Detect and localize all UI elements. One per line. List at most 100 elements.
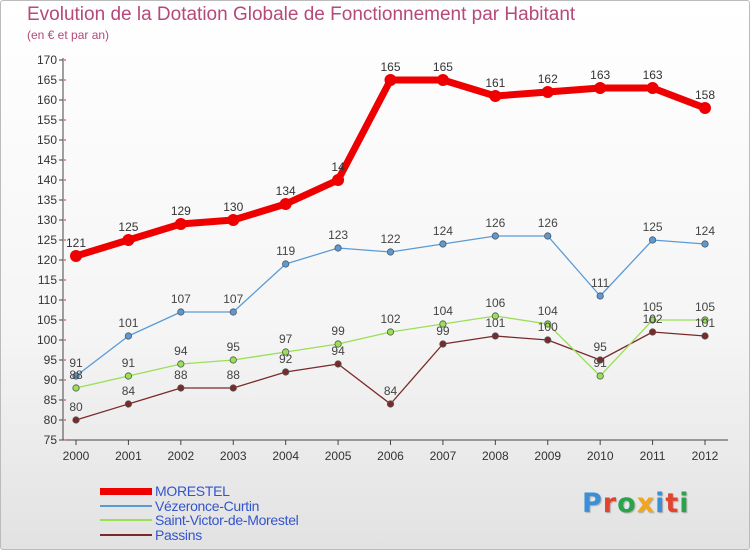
- logo-letter: i: [679, 488, 690, 519]
- series-0-point: [122, 234, 135, 246]
- series-0-point: [227, 214, 240, 226]
- series-1-point: [229, 308, 237, 316]
- series-2-point: [229, 356, 237, 364]
- series-3-point: [439, 340, 447, 348]
- series-0-point: [279, 198, 292, 210]
- x-tick-label: 2008: [482, 449, 509, 463]
- series-1-point: [72, 372, 80, 380]
- logo-letter: r: [602, 488, 618, 519]
- legend-label: Vézeronce-Curtin: [155, 497, 260, 514]
- legend-label: MORESTEL: [155, 483, 230, 500]
- series-2-point: [282, 348, 290, 356]
- series-0-data-label: 165: [433, 60, 453, 74]
- y-tick-label: 130: [37, 213, 57, 227]
- series-2-data-label: 104: [538, 304, 558, 318]
- y-tick-label: 140: [37, 173, 57, 187]
- series-1-data-label: 119: [276, 244, 295, 258]
- series-3-point: [648, 328, 657, 336]
- series-2-point: [72, 384, 80, 392]
- y-tick-label: 115: [38, 273, 57, 287]
- legend-item: Passins: [100, 527, 430, 543]
- series-2-point: [334, 340, 342, 348]
- series-2-data-label: 94: [174, 344, 188, 358]
- series-1-data-label: 111: [591, 276, 610, 290]
- series-0-data-label: 163: [643, 68, 663, 82]
- series-3-point: [124, 400, 133, 408]
- series-1-data-label: 91: [69, 356, 83, 370]
- series-0-point: [384, 74, 397, 86]
- series-line-0: [72, 76, 709, 260]
- series-2-point: [544, 320, 552, 328]
- series-3-data-label: 99: [436, 324, 450, 338]
- series-1-data-label: 126: [538, 216, 558, 230]
- series-3-data-label: 101: [695, 316, 715, 330]
- series-3-point: [177, 384, 185, 392]
- series-0-data-label: 129: [171, 204, 191, 218]
- series-3-point: [229, 384, 237, 392]
- series-1-data-label: 101: [118, 316, 138, 330]
- x-tick-label: 2009: [534, 449, 561, 463]
- series-2-data-label: 91: [122, 356, 136, 370]
- y-tick-label: 90: [44, 373, 58, 387]
- series-0-data-label: 125: [118, 220, 138, 234]
- legend-swatch: [100, 533, 152, 536]
- x-tick-label: 2002: [167, 449, 194, 463]
- legend-item: Vézeronce-Curtin: [100, 497, 430, 514]
- y-tick-label: 125: [37, 233, 57, 247]
- series-1-point: [439, 240, 447, 248]
- series-3-point: [386, 400, 395, 408]
- series-0-point: [699, 102, 711, 114]
- series-0-data-label: 14: [331, 160, 345, 174]
- y-tick-label: 150: [37, 133, 57, 147]
- x-tick-label: 2010: [587, 449, 614, 463]
- legend-swatch: [100, 504, 152, 507]
- logo-letter: i: [655, 488, 666, 519]
- series-3-point: [334, 360, 342, 368]
- series-2-point: [177, 360, 185, 368]
- x-tick-label: 2001: [115, 449, 142, 463]
- series-1-point: [701, 240, 709, 248]
- series-2-point: [386, 328, 395, 336]
- x-tick-label: 2004: [272, 449, 299, 463]
- series-0-point: [332, 174, 345, 186]
- series-0-data-label: 158: [695, 88, 715, 102]
- legend-swatch: [100, 487, 152, 495]
- series-3-data-label: 101: [485, 316, 505, 330]
- y-tick-label: 160: [37, 93, 57, 107]
- y-tick-label: 95: [44, 353, 58, 367]
- series-0-data-label: 163: [590, 68, 610, 82]
- y-tick-label: 100: [37, 333, 57, 347]
- series-2-data-label: 106: [485, 296, 505, 310]
- y-tick-label: 80: [44, 413, 58, 427]
- logo-letter: o: [617, 488, 637, 519]
- series-0-data-label: 162: [538, 72, 558, 86]
- series-0-point: [594, 82, 607, 94]
- x-tick-label: 2005: [325, 449, 352, 463]
- series-3-data-label: 80: [69, 400, 83, 414]
- series-0-data-label: 121: [66, 236, 86, 250]
- chart-legend: MORESTEL Vézeronce-Curtin Saint-Victor-de-…: [100, 483, 430, 543]
- series-1-data-label: 125: [643, 220, 663, 234]
- legend-item: Saint-Victor-de-Morestel: [100, 512, 430, 528]
- x-tick-label: 2000: [63, 449, 90, 463]
- logo-letter: P: [582, 488, 603, 519]
- x-tick-label: 2006: [377, 449, 404, 463]
- series-0-point: [541, 86, 554, 98]
- series-1-data-label: 107: [223, 292, 243, 306]
- series-0-point: [436, 74, 449, 86]
- series-2-data-label: 91: [593, 356, 607, 370]
- series-2-data-label: 97: [279, 332, 293, 346]
- series-2-data-label: 104: [433, 304, 453, 318]
- series-2-point: [701, 316, 709, 324]
- y-tick-label: 170: [37, 53, 57, 67]
- series-1-data-label: 122: [380, 232, 400, 246]
- y-tick-label: 135: [37, 193, 57, 207]
- series-3-data-label: 92: [279, 352, 293, 366]
- series-0-point: [70, 250, 82, 262]
- series-3-point: [596, 356, 604, 364]
- y-tick-label: 110: [38, 293, 57, 307]
- x-tick-label: 2007: [430, 449, 457, 463]
- series-0-data-label: 165: [380, 60, 400, 74]
